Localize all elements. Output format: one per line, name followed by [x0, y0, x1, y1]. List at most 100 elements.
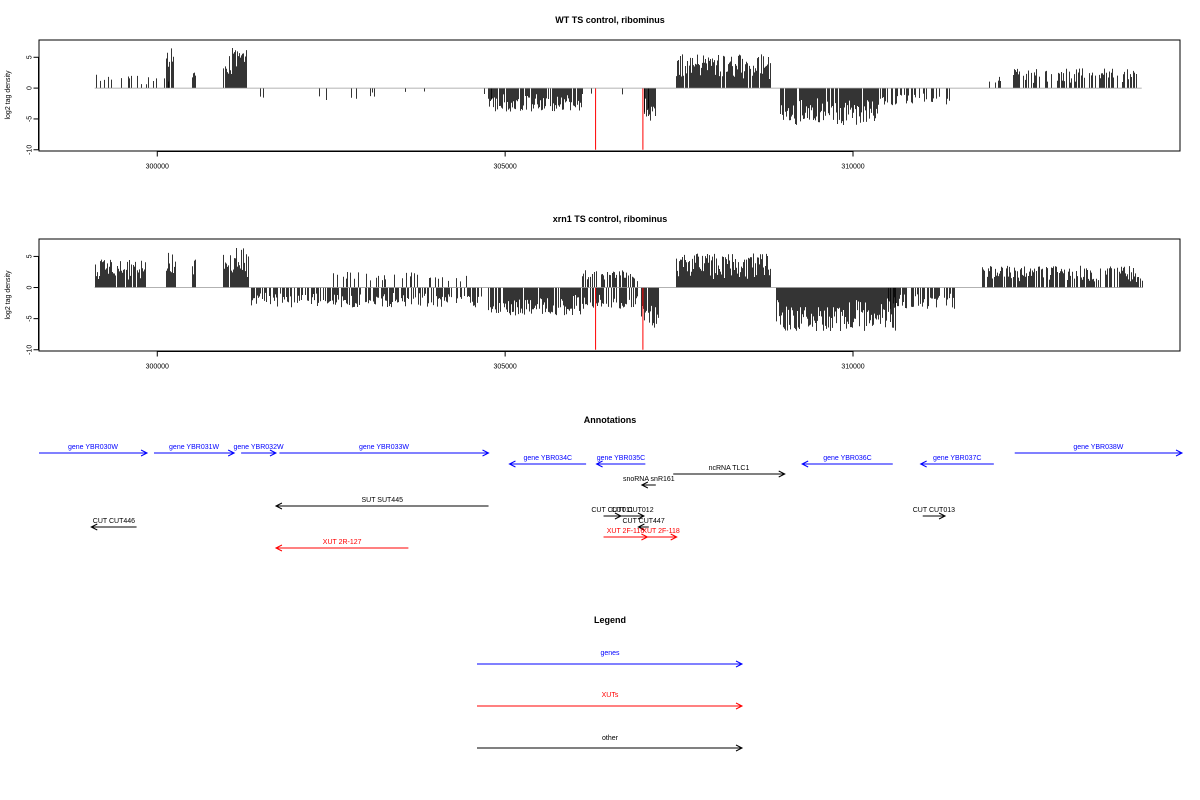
y-axis-label: log2 tag density [5, 70, 12, 120]
feature-arrowhead [482, 449, 490, 457]
y-tick-label: 5 [27, 254, 34, 258]
bar-group [95, 247, 1143, 332]
feature-gene: gene YBR030W [39, 444, 149, 457]
feature-arrowhead [919, 460, 927, 468]
feature-arrowhead [269, 449, 278, 457]
y-tick-label: 0 [27, 285, 34, 289]
feature-other: snoRNA snR161 [623, 476, 675, 489]
feature-label: CUT CUT013 [913, 507, 955, 514]
marker-group [595, 88, 644, 150]
feature-other: CUT CUT013 [913, 507, 955, 520]
feature-gene: gene YBR035C [595, 455, 646, 468]
legend-item-label: genes [600, 650, 620, 657]
feature-label: CUT CUT012 [611, 507, 653, 514]
y-tick-label: 0 [27, 86, 34, 90]
feature-group: gene YBR030W gene YBR031W gene YBR032W gene… [39, 444, 1184, 552]
y-tick-label: -5 [27, 315, 34, 321]
feature-xut: XUT 2R-127 [274, 539, 409, 552]
feature-arrowhead [595, 460, 603, 468]
y-axis: -10 -5 0 5 [27, 254, 39, 355]
bar-group [96, 48, 1137, 126]
annotations-title: Annotations [584, 415, 637, 425]
feature-arrowhead [637, 523, 645, 531]
feature-arrowhead [778, 470, 786, 478]
feature-arrowhead [90, 523, 98, 531]
feature-other: CUT CUT446 [90, 518, 137, 531]
feature-label: gene YBR030W [68, 444, 118, 451]
y-tick-label: -10 [27, 145, 34, 155]
legend-arrowhead [735, 702, 744, 710]
feature-gene: gene YBR032W [234, 444, 284, 457]
feature-label: XUT 2R-127 [323, 539, 362, 546]
feature-label: CUT CUT447 [622, 518, 664, 525]
marker-group [595, 287, 644, 350]
y-tick-label: -10 [27, 345, 34, 355]
feature-arrowhead [274, 502, 283, 510]
feature-gene: gene YBR033W [279, 444, 490, 457]
feature-other: SUT SUT445 [274, 497, 489, 510]
feature-gene: gene YBR031W [153, 444, 236, 457]
legend-arrowhead [735, 744, 744, 752]
feature-other: CUT CUT447 [622, 518, 665, 531]
feature-label: SUT SUT445 [361, 497, 403, 504]
feature-arrowhead [508, 460, 516, 468]
feature-label: XUT 2F-116 [607, 528, 645, 535]
feature-label: CUT CUT011 [591, 507, 633, 514]
feature-arrowhead [637, 512, 646, 520]
feature-label: gene YBR035C [597, 455, 646, 462]
feature-label: gene YBR033W [359, 444, 409, 451]
feature-other: CUT CUT011 [591, 507, 633, 520]
legend-item-label: other [602, 735, 619, 742]
feature-gene: gene YBR037C [919, 455, 994, 468]
y-axis-label: log2 tag density [5, 270, 12, 320]
panel-title: WT TS control, ribominus [555, 15, 665, 25]
feature-label: snoRNA snR161 [623, 476, 675, 483]
feature-arrowhead [274, 544, 283, 552]
feature-arrowhead [227, 449, 236, 457]
feature-arrowhead [140, 449, 149, 457]
feature-label: gene YBR034C [524, 455, 573, 462]
feature-arrowhead [801, 460, 809, 468]
feature-arrowhead [614, 512, 623, 520]
feature-gene: gene YBR034C [508, 455, 587, 468]
x-tick-label: 310000 [841, 364, 864, 371]
feature-other: CUT CUT012 [611, 507, 654, 520]
legend-item: genes [477, 650, 744, 668]
feature-arrowhead [938, 512, 947, 520]
x-tick-label: 300000 [146, 164, 169, 171]
feature-label: gene YBR038W [1073, 444, 1123, 451]
x-tick-label: 300000 [146, 364, 169, 371]
legend: Legend genes XUTs other [477, 615, 744, 752]
feature-arrowhead [640, 481, 649, 489]
x-tick-label: 310000 [841, 164, 864, 171]
legend-item: XUTs [477, 692, 744, 710]
feature-arrowhead [670, 533, 678, 541]
x-axis: 300000 305000 310000 [146, 351, 865, 371]
legend-item-label: XUTs [602, 692, 619, 699]
legend-item: other [477, 735, 744, 752]
feature-label: CUT CUT446 [93, 518, 135, 525]
feature-label: XUT 2F-118 [642, 528, 680, 535]
x-axis: 300000 305000 310000 [146, 151, 865, 171]
feature-gene: gene YBR038W [1014, 444, 1184, 457]
feature-label: ncRNA TLC1 [709, 465, 750, 472]
feature-label: gene YBR036C [823, 455, 872, 462]
y-tick-label: -5 [27, 116, 34, 122]
feature-arrowhead [1175, 449, 1184, 457]
panel-title: xrn1 TS control, ribominus [553, 214, 668, 224]
legend-arrowhead [735, 660, 744, 668]
xrn1-coverage-panel: xrn1 TS control, ribominus log2 tag dens… [5, 214, 1181, 371]
feature-label: gene YBR032W [234, 444, 284, 451]
annotations-track: Annotations gene YBR030W gene YBR031W gene… [39, 415, 1184, 552]
x-tick-label: 305000 [493, 164, 516, 171]
feature-gene: gene YBR036C [801, 455, 893, 468]
y-tick-label: 5 [27, 55, 34, 59]
feature-xut: XUT 2F-118 [642, 528, 680, 541]
wt-coverage-panel: WT TS control, ribominus log2 tag densit… [5, 15, 1181, 171]
x-tick-label: 305000 [493, 364, 516, 371]
y-axis: -10 -5 0 5 [27, 55, 39, 155]
feature-other: ncRNA TLC1 [673, 465, 786, 478]
feature-label: gene YBR037C [933, 455, 982, 462]
feature-label: gene YBR031W [169, 444, 219, 451]
